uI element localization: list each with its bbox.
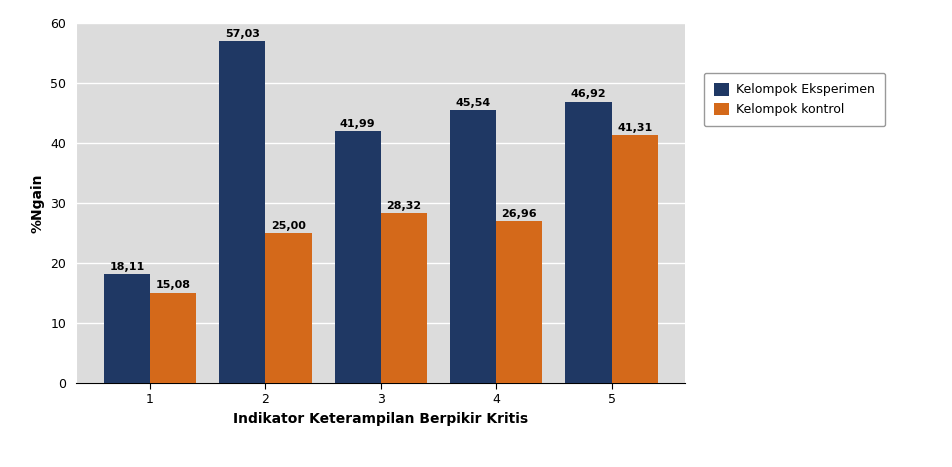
Bar — [335, 131, 381, 383]
Bar — [381, 213, 426, 383]
Bar — [104, 275, 150, 383]
Bar — [219, 41, 266, 383]
Y-axis label: %Ngain: %Ngain — [30, 173, 45, 233]
Bar — [496, 221, 543, 383]
Bar — [266, 233, 311, 383]
X-axis label: Indikator Keterampilan Berpikir Kritis: Indikator Keterampilan Berpikir Kritis — [233, 412, 528, 426]
Legend: Kelompok Eksperimen, Kelompok kontrol: Kelompok Eksperimen, Kelompok kontrol — [704, 73, 885, 126]
Text: 18,11: 18,11 — [109, 262, 145, 272]
Bar — [450, 110, 496, 383]
Text: 25,00: 25,00 — [271, 221, 306, 231]
Text: 28,32: 28,32 — [387, 201, 422, 211]
Text: 41,31: 41,31 — [617, 123, 652, 133]
Bar — [150, 292, 196, 383]
Text: 26,96: 26,96 — [502, 209, 537, 219]
Text: 57,03: 57,03 — [225, 29, 260, 39]
Bar — [565, 102, 611, 383]
Text: 46,92: 46,92 — [570, 89, 606, 99]
Bar — [611, 135, 658, 383]
Text: 15,08: 15,08 — [155, 280, 190, 290]
Text: 41,99: 41,99 — [340, 119, 375, 129]
Text: 45,54: 45,54 — [455, 98, 490, 107]
